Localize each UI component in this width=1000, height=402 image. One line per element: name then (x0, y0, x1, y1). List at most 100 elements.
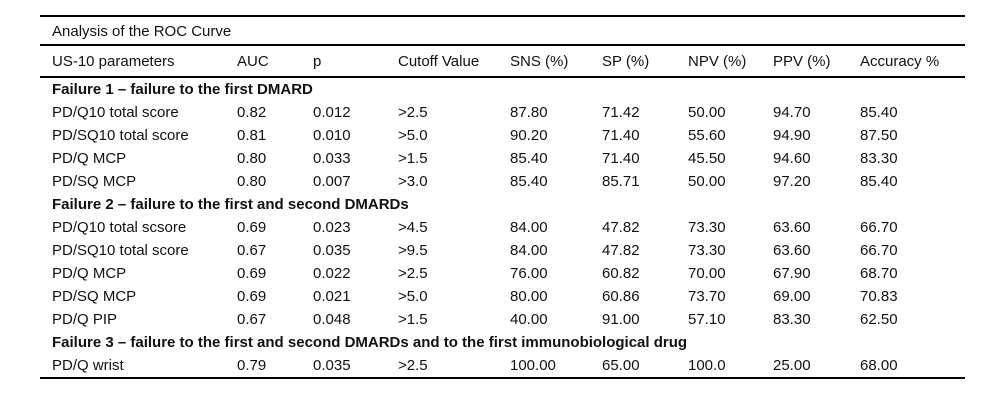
value-cell: 80.00 (510, 288, 548, 305)
value-cell: >1.5 (398, 311, 428, 328)
value-cell: 68.70 (860, 265, 898, 282)
table-row: PD/Q10 total scsore 0.69 0.023 >4.5 84.00 47.… (40, 216, 965, 239)
value-cell: >2.5 (398, 357, 428, 374)
value-cell: 85.40 (510, 173, 548, 190)
value-cell: 94.70 (773, 104, 811, 121)
value-cell: 85.40 (860, 173, 898, 190)
value-cell: 71.40 (602, 127, 640, 144)
column-header-ppv: PPV (%) (773, 53, 831, 70)
value-cell: 73.30 (688, 219, 726, 236)
value-cell: 0.79 (237, 357, 267, 374)
column-header-cutoff-value: Cutoff Value (398, 53, 480, 70)
value-cell: 47.82 (602, 242, 640, 259)
value-cell: >2.5 (398, 104, 428, 121)
value-cell: 85.40 (860, 104, 898, 121)
value-cell: >5.0 (398, 127, 428, 144)
value-cell: 60.82 (602, 265, 640, 282)
parameter-cell: PD/Q PIP (52, 311, 118, 328)
table-title: Analysis of the ROC Curve (40, 17, 965, 46)
parameter-cell: PD/SQ MCP (52, 173, 137, 190)
value-cell: 0.035 (313, 357, 351, 374)
value-cell: 57.10 (688, 311, 726, 328)
table-row: PD/Q MCP 0.69 0.022 >2.5 76.00 60.82 70.00 67.9… (40, 262, 965, 285)
value-cell: 0.012 (313, 104, 351, 121)
parameter-cell: PD/Q wrist (52, 357, 124, 374)
roc-analysis-table: Analysis of the ROC Curve US-10 paramete… (40, 15, 965, 379)
section-header-failure-1: Failure 1 – failure to the first DMARD (52, 81, 313, 98)
column-header-sns: SNS (%) (510, 53, 569, 70)
parameter-cell: PD/Q MCP (52, 150, 127, 167)
value-cell: 50.00 (688, 104, 726, 121)
table-row: PD/Q MCP 0.80 0.033 >1.5 85.40 71.40 45.50 94.6… (40, 147, 965, 170)
table-row: PD/SQ10 total score 0.81 0.010 >5.0 90.20 71.… (40, 124, 965, 147)
value-cell: 69.00 (773, 288, 811, 305)
value-cell: 71.40 (602, 150, 640, 167)
value-cell: 87.80 (510, 104, 548, 121)
table-row: PD/Q wrist 0.79 0.035 >2.5 100.00 65.00 100.0 2… (40, 354, 965, 377)
value-cell: 47.82 (602, 219, 640, 236)
parameter-cell: PD/SQ10 total score (52, 242, 189, 259)
value-cell: 91.00 (602, 311, 640, 328)
value-cell: >4.5 (398, 219, 428, 236)
table-body: Failure 1 – failure to the first DMARD PD… (40, 78, 965, 379)
column-header-p: p (313, 53, 322, 70)
value-cell: 94.60 (773, 150, 811, 167)
value-cell: 0.010 (313, 127, 351, 144)
value-cell: 45.50 (688, 150, 726, 167)
section-header-failure-2: Failure 2 – failure to the first and sec… (52, 196, 409, 213)
value-cell: 70.00 (688, 265, 726, 282)
value-cell: 100.00 (510, 357, 556, 374)
parameter-cell: PD/Q MCP (52, 265, 127, 282)
value-cell: 76.00 (510, 265, 548, 282)
table-row: PD/Q10 total score 0.82 0.012 >2.5 87.80 71.4… (40, 101, 965, 124)
parameter-cell: PD/SQ MCP (52, 288, 137, 305)
value-cell: >3.0 (398, 173, 428, 190)
value-cell: 84.00 (510, 219, 548, 236)
value-cell: 0.022 (313, 265, 351, 282)
value-cell: 73.30 (688, 242, 726, 259)
value-cell: 70.83 (860, 288, 898, 305)
value-cell: 63.60 (773, 219, 811, 236)
value-cell: 85.71 (602, 173, 640, 190)
value-cell: 66.70 (860, 219, 898, 236)
value-cell: 0.69 (237, 219, 267, 236)
value-cell: 66.70 (860, 242, 898, 259)
column-header-accuracy: Accuracy % (860, 53, 940, 70)
value-cell: 0.69 (237, 265, 267, 282)
value-cell: >9.5 (398, 242, 428, 259)
column-header-npv: NPV (%) (688, 53, 747, 70)
value-cell: 71.42 (602, 104, 640, 121)
value-cell: 0.033 (313, 150, 351, 167)
column-header-us-10-parameters: US-10 parameters (52, 53, 175, 70)
value-cell: 90.20 (510, 127, 548, 144)
value-cell: 94.90 (773, 127, 811, 144)
value-cell: 83.30 (773, 311, 811, 328)
value-cell: 85.40 (510, 150, 548, 167)
value-cell: 100.0 (688, 357, 726, 374)
value-cell: 68.00 (860, 357, 898, 374)
value-cell: 0.80 (237, 173, 267, 190)
value-cell: >1.5 (398, 150, 428, 167)
value-cell: 50.00 (688, 173, 726, 190)
value-cell: 55.60 (688, 127, 726, 144)
value-cell: >5.0 (398, 288, 428, 305)
value-cell: 0.048 (313, 311, 351, 328)
table-row: PD/SQ10 total score 0.67 0.035 >9.5 84.00 47.… (40, 239, 965, 262)
value-cell: 40.00 (510, 311, 548, 328)
parameter-cell: PD/Q10 total scsore (52, 219, 187, 236)
table-row: PD/SQ MCP 0.80 0.007 >3.0 85.40 85.71 50.00 97.… (40, 170, 965, 193)
value-cell: 0.67 (237, 242, 267, 259)
section-header-failure-3: Failure 3 – failure to the first and sec… (52, 334, 688, 351)
value-cell: 0.82 (237, 104, 267, 121)
value-cell: 0.80 (237, 150, 267, 167)
value-cell: 0.007 (313, 173, 351, 190)
value-cell: 73.70 (688, 288, 726, 305)
column-header-row: US-10 parameters AUC p Cutoff Value SNS (%) S… (40, 46, 965, 78)
column-header-auc: AUC (237, 53, 269, 70)
parameter-cell: PD/SQ10 total score (52, 127, 189, 144)
parameter-cell: PD/Q10 total score (52, 104, 179, 121)
value-cell: 0.67 (237, 311, 267, 328)
value-cell: 60.86 (602, 288, 640, 305)
value-cell: 87.50 (860, 127, 898, 144)
